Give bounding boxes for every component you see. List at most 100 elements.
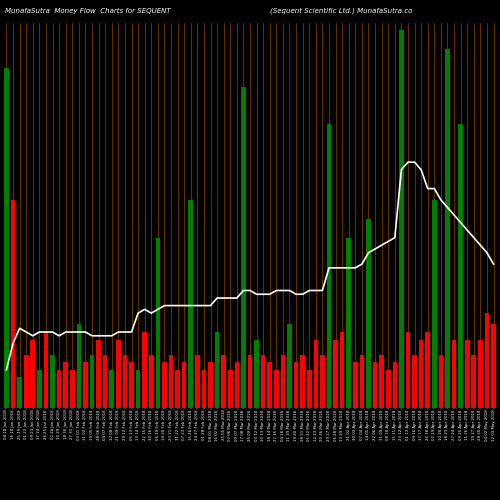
Bar xyxy=(242,324,244,407)
Bar xyxy=(58,392,60,407)
Bar xyxy=(32,385,34,407)
Bar xyxy=(374,392,376,407)
Bar xyxy=(446,302,448,408)
Bar xyxy=(326,124,332,408)
Bar xyxy=(236,392,238,407)
Bar xyxy=(57,370,62,408)
Bar xyxy=(162,362,166,408)
Bar xyxy=(452,340,456,407)
Bar xyxy=(399,30,404,407)
Bar xyxy=(44,332,48,407)
Bar xyxy=(196,392,198,407)
Bar xyxy=(170,392,172,407)
Bar xyxy=(414,392,416,407)
Bar xyxy=(38,392,40,407)
Bar xyxy=(50,354,55,408)
Bar xyxy=(156,238,160,408)
Bar xyxy=(419,340,424,407)
Bar xyxy=(195,354,200,408)
Bar xyxy=(215,332,220,407)
Bar xyxy=(202,392,205,407)
Bar xyxy=(426,385,429,407)
Bar xyxy=(116,340,120,407)
Bar xyxy=(458,124,463,408)
Bar xyxy=(182,362,186,408)
Bar xyxy=(52,392,54,407)
Bar xyxy=(122,354,127,408)
Bar xyxy=(341,385,344,407)
Bar xyxy=(432,200,436,408)
Bar xyxy=(406,332,410,407)
Bar xyxy=(163,392,166,407)
Bar xyxy=(492,378,495,408)
Bar xyxy=(373,362,378,408)
Bar xyxy=(479,385,482,407)
Bar xyxy=(103,354,108,408)
Bar xyxy=(261,354,266,408)
Bar xyxy=(491,324,496,407)
Bar xyxy=(30,340,35,407)
Bar xyxy=(380,392,383,407)
Bar xyxy=(90,354,94,408)
Bar xyxy=(321,392,324,407)
Bar xyxy=(144,385,146,407)
Bar xyxy=(96,340,101,407)
Bar xyxy=(24,354,28,408)
Bar xyxy=(124,385,126,407)
Bar xyxy=(37,370,42,408)
Bar xyxy=(142,332,147,407)
Bar xyxy=(176,370,180,408)
Bar xyxy=(308,392,310,407)
Bar xyxy=(110,370,114,408)
Bar xyxy=(472,392,475,407)
Bar xyxy=(295,392,298,407)
Bar xyxy=(314,385,317,407)
Bar xyxy=(176,392,179,407)
Bar xyxy=(234,362,239,408)
Bar xyxy=(208,362,213,408)
Bar xyxy=(453,385,456,407)
Bar xyxy=(466,385,468,407)
Text: MunafaSutra  Money Flow  Charts for SEQUENT: MunafaSutra Money Flow Charts for SEQUEN… xyxy=(5,8,170,14)
Bar xyxy=(110,392,113,407)
Bar xyxy=(130,392,133,407)
Bar xyxy=(472,354,476,408)
Bar xyxy=(400,302,402,408)
Bar xyxy=(346,238,351,408)
Bar xyxy=(484,313,490,408)
Bar xyxy=(280,354,285,408)
Bar xyxy=(307,370,312,408)
Bar xyxy=(294,362,298,408)
Bar xyxy=(190,351,192,408)
Bar xyxy=(268,362,272,408)
Bar xyxy=(268,392,271,407)
Bar xyxy=(117,392,119,407)
Bar xyxy=(209,392,212,407)
Bar xyxy=(104,392,106,407)
Bar xyxy=(460,324,462,407)
Bar xyxy=(426,332,430,407)
Bar xyxy=(334,385,337,407)
Bar xyxy=(394,392,396,407)
Bar xyxy=(12,370,14,408)
Bar xyxy=(262,392,264,407)
Bar xyxy=(149,354,154,408)
Bar xyxy=(98,385,100,407)
Bar xyxy=(156,362,159,408)
Bar xyxy=(478,340,482,407)
Bar xyxy=(91,392,94,407)
Bar xyxy=(348,351,350,408)
Bar xyxy=(433,340,436,407)
Bar xyxy=(438,354,443,408)
Bar xyxy=(18,392,21,407)
Bar xyxy=(288,385,291,407)
Bar xyxy=(64,385,67,407)
Bar xyxy=(10,200,16,408)
Bar xyxy=(387,392,390,407)
Bar xyxy=(386,370,390,408)
Bar xyxy=(256,385,258,407)
Bar xyxy=(486,378,488,408)
Bar xyxy=(83,362,87,408)
Bar xyxy=(287,324,292,407)
Bar xyxy=(202,370,206,408)
